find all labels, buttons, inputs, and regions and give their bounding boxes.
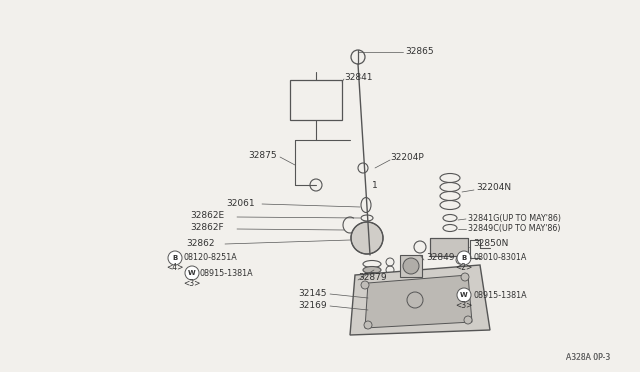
Text: 32849: 32849 — [426, 253, 454, 263]
Circle shape — [351, 222, 383, 254]
Text: <2>: <2> — [456, 263, 472, 273]
Text: 32204N: 32204N — [476, 183, 511, 192]
Text: B: B — [172, 255, 178, 261]
Text: <3>: <3> — [455, 301, 473, 310]
Text: 32849C(UP TO MAY'86): 32849C(UP TO MAY'86) — [468, 224, 561, 232]
Circle shape — [185, 266, 199, 280]
Circle shape — [464, 316, 472, 324]
Circle shape — [457, 288, 471, 302]
Text: 08915-1381A: 08915-1381A — [473, 291, 527, 299]
Text: 32061: 32061 — [226, 199, 255, 208]
Text: 1: 1 — [372, 180, 378, 189]
Circle shape — [168, 251, 182, 265]
Bar — [290, 80, 342, 120]
Text: 32850N: 32850N — [473, 238, 508, 247]
Text: <3>: <3> — [183, 279, 201, 288]
Text: 32841G(UP TO MAY'86): 32841G(UP TO MAY'86) — [468, 214, 561, 222]
Bar — [430, 238, 468, 256]
Text: W: W — [188, 270, 196, 276]
Text: A328A 0P-3: A328A 0P-3 — [566, 353, 610, 362]
Text: 08120-8251A: 08120-8251A — [183, 253, 237, 263]
Text: 32879: 32879 — [358, 273, 387, 282]
Text: 32875: 32875 — [248, 151, 276, 160]
Text: 08010-8301A: 08010-8301A — [473, 253, 526, 263]
Text: 32862: 32862 — [186, 238, 214, 247]
Circle shape — [364, 321, 372, 329]
Bar — [430, 238, 468, 256]
Text: 32862E: 32862E — [190, 212, 224, 221]
Polygon shape — [365, 275, 472, 328]
Circle shape — [361, 281, 369, 289]
Text: 32169: 32169 — [298, 301, 326, 310]
Bar — [400, 255, 422, 277]
Text: 32145: 32145 — [298, 289, 326, 298]
Text: 32841: 32841 — [344, 73, 372, 81]
Circle shape — [461, 273, 469, 281]
Text: W: W — [460, 292, 468, 298]
Circle shape — [403, 258, 419, 274]
Text: 08915-1381A: 08915-1381A — [200, 269, 253, 278]
Text: <4>: <4> — [166, 263, 184, 273]
Text: A328A 0P-3: A328A 0P-3 — [566, 353, 610, 362]
Text: B: B — [461, 255, 467, 261]
Text: 32865: 32865 — [405, 48, 434, 57]
Circle shape — [457, 251, 471, 265]
Polygon shape — [350, 265, 490, 335]
Text: 32862F: 32862F — [190, 224, 223, 232]
Ellipse shape — [363, 266, 381, 273]
Text: 32204P: 32204P — [390, 153, 424, 161]
